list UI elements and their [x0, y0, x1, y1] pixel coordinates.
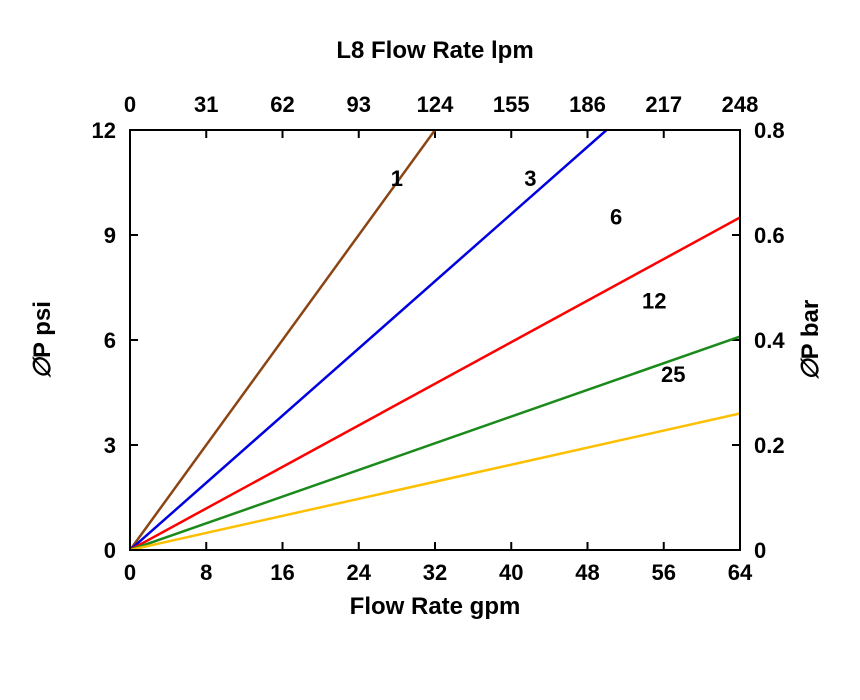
right-tick-label: 0	[754, 538, 766, 563]
right-tick-label: 0.4	[754, 328, 785, 353]
bottom-tick-label: 48	[575, 560, 599, 585]
top-tick-label: 62	[270, 92, 294, 117]
top-tick-label: 93	[347, 92, 371, 117]
bottom-tick-label: 64	[728, 560, 753, 585]
series-label-1: 1	[391, 166, 403, 191]
left-tick-label: 6	[104, 328, 116, 353]
series-label-6: 6	[610, 205, 622, 230]
y-right-axis-label: ∅P bar	[797, 300, 824, 381]
series-group	[130, 130, 740, 550]
bottom-tick-label: 8	[200, 560, 212, 585]
y-left-axis-label: ∅P psi	[29, 301, 56, 379]
right-tick-label: 0.2	[754, 433, 785, 458]
bottom-tick-label: 32	[423, 560, 447, 585]
top-tick-label: 217	[645, 92, 682, 117]
bottom-tick-label: 56	[652, 560, 676, 585]
top-tick-label: 31	[194, 92, 218, 117]
top-tick-label: 155	[493, 92, 530, 117]
right-tick-label: 0.8	[754, 118, 785, 143]
x-axis-label: Flow Rate gpm	[350, 593, 521, 620]
series-1	[130, 130, 435, 550]
left-tick-label: 3	[104, 433, 116, 458]
top-tick-label: 248	[722, 92, 759, 117]
series-label-25: 25	[661, 362, 685, 387]
series-label-12: 12	[642, 289, 666, 314]
svg-text:∅P bar: ∅P bar	[797, 300, 824, 381]
bottom-tick-label: 16	[270, 560, 294, 585]
bottom-tick-label: 24	[347, 560, 372, 585]
top-tick-label: 186	[569, 92, 606, 117]
series-3	[130, 130, 607, 550]
series-12	[130, 337, 740, 551]
svg-text:∅P psi: ∅P psi	[29, 301, 56, 379]
left-tick-label: 9	[104, 223, 116, 248]
plot-border	[130, 130, 740, 550]
bottom-tick-label: 40	[499, 560, 523, 585]
top-tick-label: 0	[124, 92, 136, 117]
series-25	[130, 414, 740, 551]
series-label-3: 3	[524, 166, 536, 191]
series-6	[130, 218, 740, 551]
right-tick-label: 0.6	[754, 223, 785, 248]
chart-title: L8 Flow Rate lpm	[336, 37, 533, 64]
pressure-flow-chart: L8 Flow Rate lpm031629312415518621724808…	[0, 0, 860, 700]
left-tick-label: 0	[104, 538, 116, 563]
top-tick-label: 124	[417, 92, 454, 117]
bottom-tick-label: 0	[124, 560, 136, 585]
left-tick-label: 12	[92, 118, 116, 143]
